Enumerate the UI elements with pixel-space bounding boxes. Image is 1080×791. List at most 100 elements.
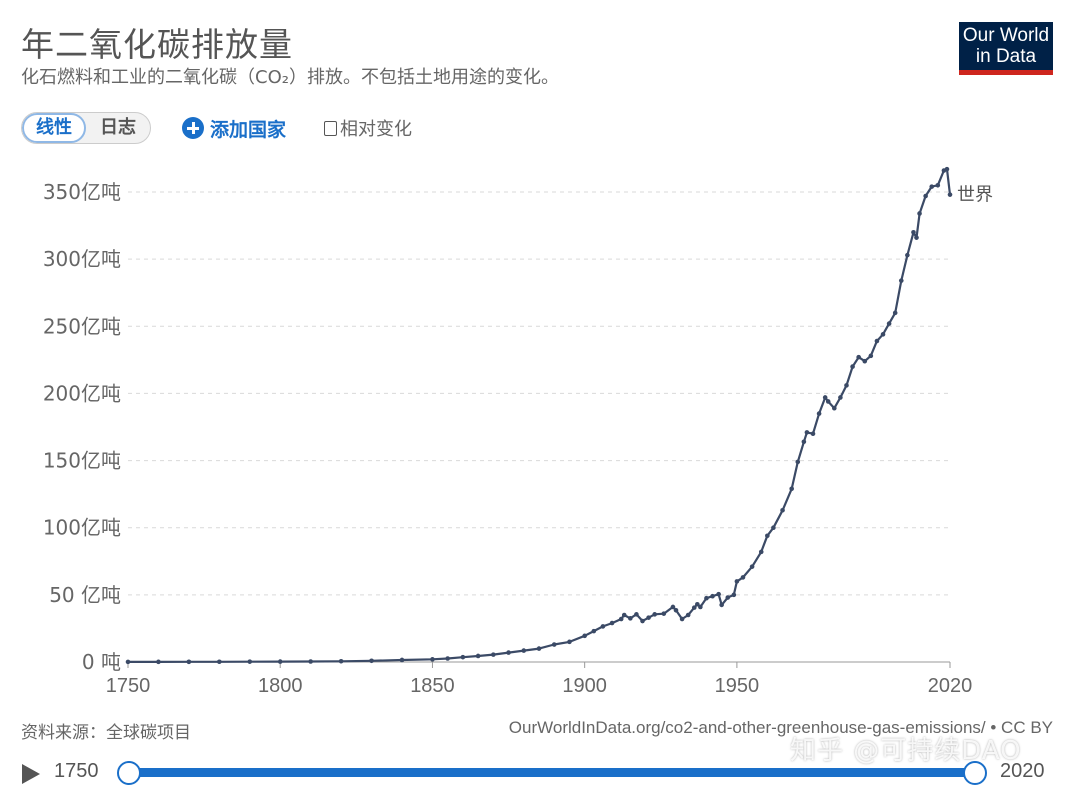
data-point[interactable] [935, 182, 941, 188]
data-point[interactable] [551, 642, 557, 647]
data-point[interactable] [789, 486, 794, 492]
data-point[interactable] [600, 624, 606, 629]
timeline-start-handle[interactable] [117, 761, 141, 785]
data-point[interactable] [186, 659, 192, 665]
data-point[interactable] [591, 628, 597, 634]
data-point[interactable] [277, 659, 283, 664]
data-point[interactable] [125, 659, 131, 665]
data-point[interactable] [944, 166, 950, 172]
data-point[interactable] [898, 278, 904, 283]
data-point[interactable] [369, 658, 374, 664]
data-point[interactable] [923, 193, 928, 199]
data-point[interactable] [640, 618, 645, 624]
data-point[interactable] [673, 608, 679, 613]
data-point[interactable] [731, 592, 737, 598]
data-point[interactable] [567, 639, 572, 645]
owid-logo[interactable]: Our World in Data [959, 22, 1053, 75]
data-point[interactable] [704, 595, 709, 601]
add-country-button[interactable]: 添加国家 [182, 114, 286, 142]
data-point[interactable] [399, 657, 405, 663]
relative-change-label: 相对变化 [340, 119, 412, 140]
data-point[interactable] [911, 229, 916, 235]
data-point[interactable] [947, 192, 953, 197]
y-tick-label: 300亿吨 [43, 247, 121, 271]
data-point[interactable] [685, 612, 691, 618]
data-point[interactable] [917, 211, 922, 216]
data-point[interactable] [506, 650, 511, 655]
data-point[interactable] [621, 612, 627, 618]
log-scale-button[interactable]: 日志 [100, 117, 136, 138]
data-point[interactable] [716, 591, 721, 597]
data-point[interactable] [874, 338, 880, 344]
data-point[interactable] [771, 525, 776, 531]
data-point[interactable] [217, 659, 222, 665]
data-point[interactable] [609, 620, 615, 626]
play-icon[interactable] [22, 764, 40, 784]
data-point[interactable] [862, 358, 868, 364]
data-point[interactable] [646, 615, 651, 620]
data-point[interactable] [445, 656, 450, 661]
watermark: 知乎 @可持续DAO [790, 736, 1022, 766]
data-point[interactable] [652, 612, 657, 617]
data-point[interactable] [868, 353, 874, 359]
data-point[interactable] [850, 364, 855, 369]
data-point[interactable] [156, 659, 161, 665]
data-point[interactable] [740, 575, 746, 580]
series-line[interactable] [128, 168, 952, 663]
data-point[interactable] [491, 652, 496, 657]
data-point[interactable] [695, 601, 700, 607]
data-point[interactable] [816, 411, 822, 416]
data-point[interactable] [749, 564, 755, 569]
data-point[interactable] [475, 653, 481, 659]
data-point[interactable] [734, 579, 740, 584]
data-point[interactable] [628, 616, 633, 621]
data-point[interactable] [838, 395, 843, 400]
checkbox-icon [324, 120, 337, 136]
data-point[interactable] [905, 252, 910, 258]
data-point[interactable] [670, 604, 676, 610]
data-point[interactable] [536, 646, 542, 651]
data-point[interactable] [725, 595, 731, 600]
data-point[interactable] [795, 459, 801, 465]
data-point[interactable] [801, 439, 807, 445]
data-point[interactable] [661, 611, 667, 616]
data-point[interactable] [634, 612, 639, 617]
data-point[interactable] [892, 310, 898, 316]
series-label[interactable]: 世界 [957, 185, 993, 206]
data-point[interactable] [765, 533, 770, 539]
data-point[interactable] [880, 332, 886, 337]
y-tick-label: 350亿吨 [43, 180, 121, 204]
data-point[interactable] [618, 616, 624, 622]
grid-lines [128, 191, 950, 596]
data-point[interactable] [710, 593, 715, 599]
data-point[interactable] [810, 431, 816, 437]
data-point[interactable] [914, 235, 919, 240]
data-point[interactable] [698, 604, 703, 610]
data-point[interactable] [582, 633, 587, 639]
data-point[interactable] [430, 657, 435, 662]
data-point[interactable] [832, 405, 837, 411]
data-point[interactable] [308, 659, 313, 664]
relative-change-checkbox[interactable]: 相对变化 [324, 114, 412, 142]
data-point[interactable] [822, 395, 828, 400]
data-point[interactable] [679, 616, 685, 622]
data-point[interactable] [929, 184, 935, 189]
data-point[interactable] [338, 658, 344, 664]
data-point[interactable] [804, 430, 810, 435]
timeline-end-handle[interactable] [963, 761, 987, 785]
data-point[interactable] [886, 321, 892, 326]
timeline-track[interactable] [129, 768, 975, 777]
linear-scale-button[interactable]: 线性 [22, 113, 86, 143]
data-point[interactable] [247, 659, 253, 664]
data-point[interactable] [825, 399, 831, 404]
source-url[interactable]: OurWorldInData.org/co2-and-other-greenho… [508, 718, 1053, 737]
data-point[interactable] [780, 507, 785, 513]
data-point[interactable] [691, 605, 697, 610]
data-point[interactable] [844, 383, 849, 388]
data-point[interactable] [758, 549, 764, 555]
data-point[interactable] [719, 602, 724, 608]
data-point[interactable] [856, 354, 861, 360]
data-point[interactable] [460, 654, 466, 660]
logo-line-2: in Data [975, 46, 1037, 67]
data-point[interactable] [521, 648, 527, 653]
